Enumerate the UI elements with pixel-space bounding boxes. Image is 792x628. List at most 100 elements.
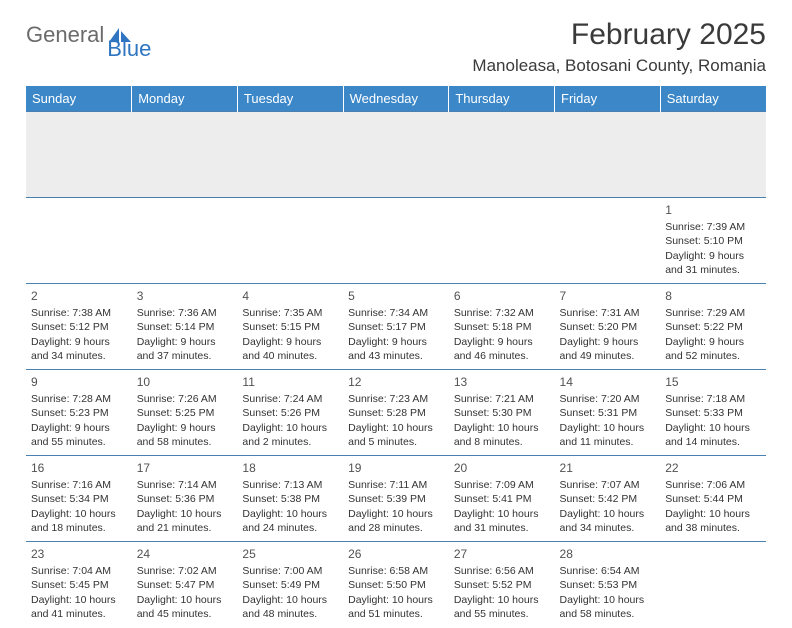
day-header: Tuesday xyxy=(237,86,343,112)
calendar-empty xyxy=(132,198,238,284)
day-number: 19 xyxy=(348,460,444,476)
day-info: Sunrise: 7:06 AMSunset: 5:44 PMDaylight:… xyxy=(665,478,761,535)
calendar-empty xyxy=(660,542,766,628)
day-header: Friday xyxy=(555,86,661,112)
calendar-empty xyxy=(26,198,132,284)
day-info: Sunrise: 7:02 AMSunset: 5:47 PMDaylight:… xyxy=(137,564,233,621)
calendar-day: 14 Sunrise: 7:20 AMSunset: 5:31 PMDayligh… xyxy=(555,370,661,456)
calendar-day: 24 Sunrise: 7:02 AMSunset: 5:47 PMDayligh… xyxy=(132,542,238,628)
calendar-day: 21 Sunrise: 7:07 AMSunset: 5:42 PMDayligh… xyxy=(555,456,661,542)
calendar-day: 3 Sunrise: 7:36 AMSunset: 5:14 PMDaylight… xyxy=(132,284,238,370)
calendar-day: 18 Sunrise: 7:13 AMSunset: 5:38 PMDayligh… xyxy=(237,456,343,542)
day-number: 27 xyxy=(454,546,550,562)
calendar-day: 4 Sunrise: 7:35 AMSunset: 5:15 PMDaylight… xyxy=(237,284,343,370)
calendar-day: 2 Sunrise: 7:38 AMSunset: 5:12 PMDaylight… xyxy=(26,284,132,370)
day-info: Sunrise: 7:24 AMSunset: 5:26 PMDaylight:… xyxy=(242,392,338,449)
day-number: 12 xyxy=(348,374,444,390)
title-block: February 2025 Manoleasa, Botosani County… xyxy=(472,18,766,76)
calendar-day: 7 Sunrise: 7:31 AMSunset: 5:20 PMDaylight… xyxy=(555,284,661,370)
day-number: 28 xyxy=(560,546,656,562)
day-number: 16 xyxy=(31,460,127,476)
calendar-empty xyxy=(237,198,343,284)
day-header: Thursday xyxy=(449,86,555,112)
day-info: Sunrise: 7:09 AMSunset: 5:41 PMDaylight:… xyxy=(454,478,550,535)
day-number: 11 xyxy=(242,374,338,390)
day-number: 6 xyxy=(454,288,550,304)
day-number: 4 xyxy=(242,288,338,304)
calendar-empty xyxy=(449,198,555,284)
day-info: Sunrise: 7:34 AMSunset: 5:17 PMDaylight:… xyxy=(348,306,444,363)
day-info: Sunrise: 7:39 AMSunset: 5:10 PMDaylight:… xyxy=(665,220,761,277)
day-info: Sunrise: 7:29 AMSunset: 5:22 PMDaylight:… xyxy=(665,306,761,363)
day-info: Sunrise: 6:58 AMSunset: 5:50 PMDaylight:… xyxy=(348,564,444,621)
calendar-day: 6Sunrise: 7:32 AMSunset: 5:18 PMDaylight… xyxy=(449,284,555,370)
calendar-week: 23 Sunrise: 7:04 AMSunset: 5:45 PMDayligh… xyxy=(26,542,766,628)
day-info: Sunrise: 7:00 AMSunset: 5:49 PMDaylight:… xyxy=(242,564,338,621)
calendar-day: 20 Sunrise: 7:09 AMSunset: 5:41 PMDayligh… xyxy=(449,456,555,542)
logo-text-general: General xyxy=(26,22,104,48)
day-info: Sunrise: 7:13 AMSunset: 5:38 PMDaylight:… xyxy=(242,478,338,535)
calendar-day: 1 Sunrise: 7:39 AMSunset: 5:10 PMDaylight… xyxy=(660,198,766,284)
month-title: February 2025 xyxy=(472,18,766,52)
day-number: 20 xyxy=(454,460,550,476)
day-info: Sunrise: 7:07 AMSunset: 5:42 PMDaylight:… xyxy=(560,478,656,535)
logo-text-blue: Blue xyxy=(107,36,151,62)
calendar-empty xyxy=(343,198,449,284)
day-header: Monday xyxy=(132,86,238,112)
calendar-day: 5 Sunrise: 7:34 AMSunset: 5:17 PMDaylight… xyxy=(343,284,449,370)
calendar-page: General Blue February 2025 Manoleasa, Bo… xyxy=(0,0,792,612)
day-number: 18 xyxy=(242,460,338,476)
calendar-day: 15 Sunrise: 7:18 AMSunset: 5:33 PMDayligh… xyxy=(660,370,766,456)
day-number: 15 xyxy=(665,374,761,390)
calendar-day: 25 Sunrise: 7:00 AMSunset: 5:49 PMDayligh… xyxy=(237,542,343,628)
day-number: 3 xyxy=(137,288,233,304)
day-number: 5 xyxy=(348,288,444,304)
calendar-day: 28 Sunrise: 6:54 AMSunset: 5:53 PMDayligh… xyxy=(555,542,661,628)
day-number: 13 xyxy=(454,374,550,390)
day-number: 22 xyxy=(665,460,761,476)
calendar-day: 12 Sunrise: 7:23 AMSunset: 5:28 PMDayligh… xyxy=(343,370,449,456)
calendar-day: 26 Sunrise: 6:58 AMSunset: 5:50 PMDayligh… xyxy=(343,542,449,628)
calendar-week: 16Sunrise: 7:16 AMSunset: 5:34 PMDayligh… xyxy=(26,456,766,542)
blank-row xyxy=(26,112,766,198)
day-info: Sunrise: 6:54 AMSunset: 5:53 PMDaylight:… xyxy=(560,564,656,621)
day-info: Sunrise: 7:20 AMSunset: 5:31 PMDaylight:… xyxy=(560,392,656,449)
logo: General Blue xyxy=(26,22,177,48)
calendar-day: 13 Sunrise: 7:21 AMSunset: 5:30 PMDayligh… xyxy=(449,370,555,456)
day-info: Sunrise: 7:36 AMSunset: 5:14 PMDaylight:… xyxy=(137,306,233,363)
day-number: 8 xyxy=(665,288,761,304)
day-info: Sunrise: 7:31 AMSunset: 5:20 PMDaylight:… xyxy=(560,306,656,363)
day-info: Sunrise: 7:38 AMSunset: 5:12 PMDaylight:… xyxy=(31,306,127,363)
day-header-row: SundayMondayTuesdayWednesdayThursdayFrid… xyxy=(26,86,766,112)
day-number: 2 xyxy=(31,288,127,304)
calendar-day: 19Sunrise: 7:11 AMSunset: 5:39 PMDayligh… xyxy=(343,456,449,542)
day-number: 24 xyxy=(137,546,233,562)
day-info: Sunrise: 7:35 AMSunset: 5:15 PMDaylight:… xyxy=(242,306,338,363)
day-number: 1 xyxy=(665,202,761,218)
day-header: Saturday xyxy=(660,86,766,112)
calendar-table: SundayMondayTuesdayWednesdayThursdayFrid… xyxy=(26,86,766,628)
day-number: 10 xyxy=(137,374,233,390)
day-number: 7 xyxy=(560,288,656,304)
calendar-day: 9Sunrise: 7:28 AMSunset: 5:23 PMDaylight… xyxy=(26,370,132,456)
day-info: Sunrise: 6:56 AMSunset: 5:52 PMDaylight:… xyxy=(454,564,550,621)
day-header: Wednesday xyxy=(343,86,449,112)
day-info: Sunrise: 7:26 AMSunset: 5:25 PMDaylight:… xyxy=(137,392,233,449)
header: General Blue February 2025 Manoleasa, Bo… xyxy=(26,18,766,76)
day-header: Sunday xyxy=(26,86,132,112)
day-info: Sunrise: 7:21 AMSunset: 5:30 PMDaylight:… xyxy=(454,392,550,449)
day-number: 21 xyxy=(560,460,656,476)
day-info: Sunrise: 7:28 AMSunset: 5:23 PMDaylight:… xyxy=(31,392,127,449)
day-number: 14 xyxy=(560,374,656,390)
day-info: Sunrise: 7:04 AMSunset: 5:45 PMDaylight:… xyxy=(31,564,127,621)
calendar-day: 23 Sunrise: 7:04 AMSunset: 5:45 PMDayligh… xyxy=(26,542,132,628)
day-number: 26 xyxy=(348,546,444,562)
day-number: 25 xyxy=(242,546,338,562)
day-info: Sunrise: 7:23 AMSunset: 5:28 PMDaylight:… xyxy=(348,392,444,449)
location-subtitle: Manoleasa, Botosani County, Romania xyxy=(472,56,766,76)
day-number: 23 xyxy=(31,546,127,562)
calendar-week: 2 Sunrise: 7:38 AMSunset: 5:12 PMDaylight… xyxy=(26,284,766,370)
calendar-day: 27 Sunrise: 6:56 AMSunset: 5:52 PMDayligh… xyxy=(449,542,555,628)
day-info: Sunrise: 7:18 AMSunset: 5:33 PMDaylight:… xyxy=(665,392,761,449)
calendar-week: 1 Sunrise: 7:39 AMSunset: 5:10 PMDaylight… xyxy=(26,198,766,284)
